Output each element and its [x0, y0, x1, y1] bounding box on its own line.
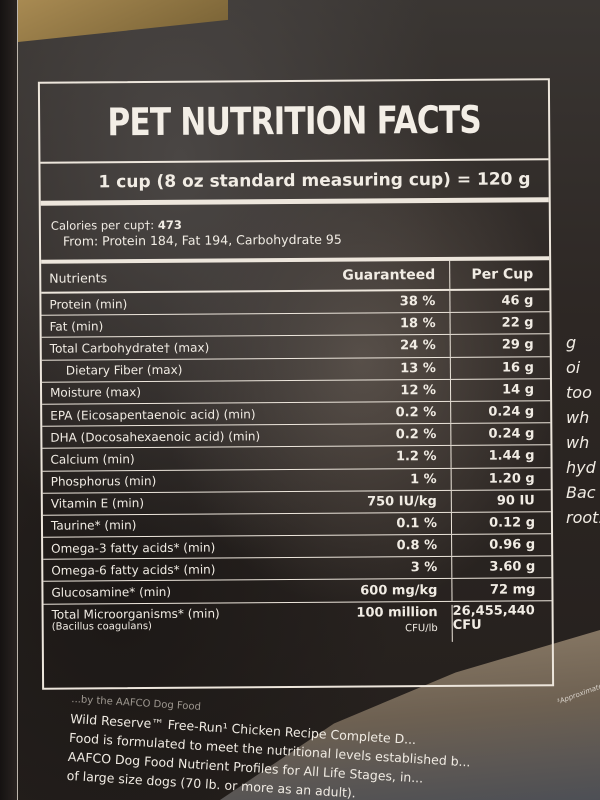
nutrient-name: Vitamin E (min)	[50, 496, 145, 511]
per-cup-value: 0.96 g	[451, 534, 552, 557]
guaranteed-value: 0.2 %	[395, 405, 437, 421]
per-cup-value: 29 g	[449, 334, 550, 357]
calories-value: 473	[157, 217, 182, 232]
guaranteed-value: 24 %	[400, 338, 436, 354]
per-cup-value: 0.24 g	[450, 423, 551, 446]
side-fragment: root.	[566, 508, 600, 527]
per-cup-unit: CFU	[452, 617, 482, 633]
per-cup-value: 1.20 g	[450, 467, 551, 490]
per-cup-value: 3.60 g	[451, 556, 552, 579]
header-per-cup: Per Cup	[449, 260, 550, 289]
side-panel-text: g oi too wh wh hyd Bac root.	[566, 330, 600, 530]
guaranteed-value: 0.2 %	[395, 427, 437, 443]
side-fragment: Bac	[566, 483, 596, 502]
nutrient-name: Omega-3 fatty acids* (min)	[51, 540, 216, 556]
header-guaranteed: Guaranteed	[342, 267, 436, 284]
nutrient-name: Moisture (max)	[50, 385, 142, 401]
nutrient-name: Calcium (min)	[50, 452, 135, 467]
nutrient-name: Dietary Fiber (max)	[65, 362, 183, 378]
side-fragment: wh	[566, 433, 590, 452]
calories-breakdown: From: Protein 184, Fat 194, Carbohydrate…	[62, 231, 342, 249]
per-cup-value: 22 g	[449, 312, 550, 335]
header-nutrients: Nutrients	[49, 269, 108, 286]
per-cup-value: 72 mg	[451, 578, 552, 601]
calories-label: Calories per cup†:	[50, 217, 155, 233]
nutrient-name: Omega-6 fatty acids* (min)	[51, 562, 216, 578]
guaranteed-unit: CFU/lb	[405, 622, 438, 634]
nutrient-name-sub: (Bacillus coagulans)	[51, 620, 152, 633]
label-title: PET NUTRITION FACTS	[107, 97, 482, 145]
side-fragment: g	[566, 333, 577, 352]
guaranteed-value: 0.1 %	[396, 515, 438, 532]
guaranteed-value: 1.2 %	[395, 449, 437, 465]
nutrients-table: Nutrients Guaranteed Per Cup Protein (mi…	[41, 260, 552, 644]
nutrient-name-main: Total Microorganisms* (min)	[51, 606, 220, 622]
per-cup-value: 14 g	[449, 378, 551, 401]
calories-section: Calories per cup†: 473 From: Protein 184…	[40, 202, 550, 264]
nutrient-name: EPA (Eicosapentaenoic acid) (min)	[50, 406, 256, 423]
table-row-microorganisms: Total Microorganisms* (min) (Bacillus co…	[44, 601, 552, 645]
guaranteed-value: 13 %	[400, 360, 436, 376]
side-fragment: too	[566, 383, 592, 402]
nutrient-name: Total Carbohydrate† (max)	[49, 340, 210, 356]
guaranteed-main: 100 million	[356, 604, 438, 621]
guaranteed-value: 1 %	[410, 471, 437, 487]
side-fragment: wh	[566, 408, 590, 427]
per-cup-main: 26,455,440	[452, 602, 535, 619]
guaranteed-value: 3 %	[410, 560, 438, 576]
nutrient-name: DHA (Docosahexaenoic acid) (min)	[50, 428, 261, 445]
nutrient-name: Phosphorus (min)	[50, 474, 157, 489]
nutrient-name: Taurine* (min)	[50, 518, 137, 534]
guaranteed-value: 0.8 %	[396, 538, 438, 554]
guaranteed-value: 12 %	[400, 382, 437, 399]
side-fragment: oi	[566, 358, 581, 377]
per-cup-value: 90 IU	[450, 489, 551, 512]
nutrition-label: PET NUTRITION FACTS 1 cup (8 oz standard…	[37, 78, 555, 690]
guaranteed-value: 38 %	[399, 294, 436, 310]
guaranteed-value: 18 %	[399, 316, 436, 332]
nutrient-name: Fat (min)	[49, 319, 104, 334]
guaranteed-value: 100 million CFU/lb	[322, 605, 452, 638]
nutrient-name: Protein (min)	[49, 296, 128, 312]
bag-left-edge	[0, 0, 18, 800]
per-cup-value: 26,455,440 CFU	[451, 602, 552, 642]
guaranteed-value: 600 mg/kg	[360, 582, 438, 599]
side-fragment: hyd	[566, 458, 596, 477]
nutrient-name: Total Microorganisms* (min) (Bacillus co…	[44, 605, 322, 632]
per-cup-value: 16 g	[449, 356, 550, 379]
per-cup-value: 1.44 g	[450, 445, 551, 468]
per-cup-value: 0.12 g	[450, 512, 552, 534]
nutrient-name: Glucosamine* (min)	[51, 584, 172, 600]
serving-size: 1 cup (8 oz standard measuring cup) = 12…	[40, 158, 549, 206]
per-cup-value: 0.24 g	[450, 401, 551, 424]
guaranteed-value: 750 IU/kg	[367, 493, 437, 510]
per-cup-value: 46 g	[449, 290, 550, 313]
table-header: Nutrients Guaranteed Per Cup	[41, 260, 550, 294]
